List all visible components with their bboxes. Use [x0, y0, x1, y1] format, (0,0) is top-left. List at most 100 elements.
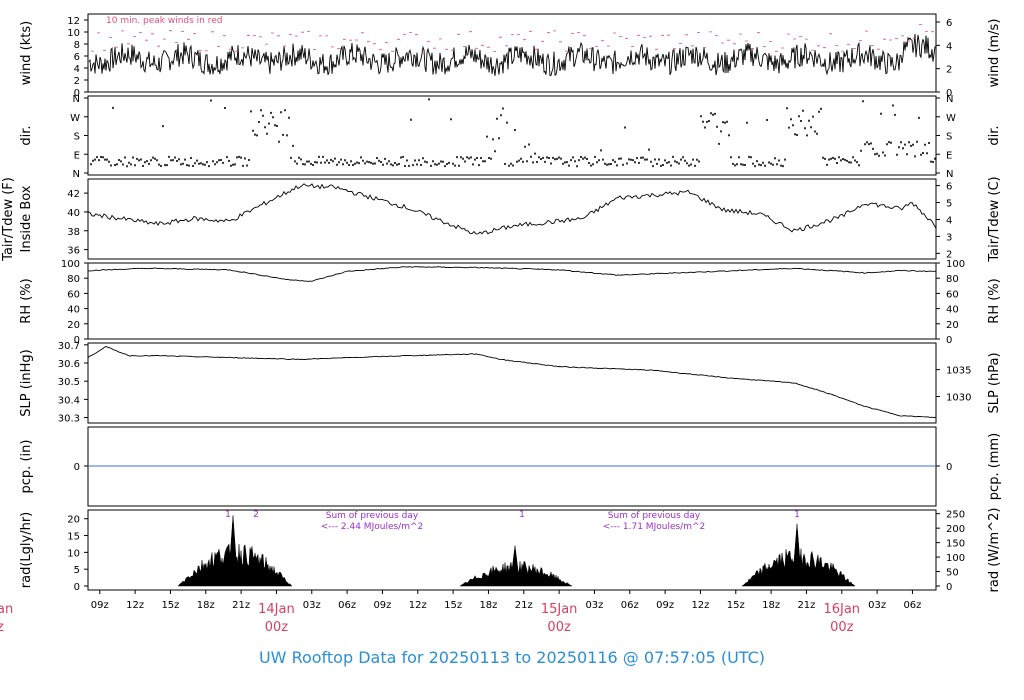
xtick-label: 03z: [585, 600, 603, 611]
ytick-label-r-rh: 100: [946, 259, 965, 270]
ytick-label-r-rad: 100: [946, 553, 965, 564]
ytick-label-r-rh: 80: [946, 274, 959, 285]
ytick-label-r-tair: 4: [946, 215, 952, 226]
ylabel-left-slp: SLP (inHg): [19, 349, 34, 417]
ytick-label-l-rh: 20: [67, 320, 80, 331]
tair-line: [87, 183, 937, 235]
ytick-label-r-rad: 150: [946, 539, 965, 550]
ytick-label-l-pcp: 0: [74, 462, 80, 473]
xtick-label: 06z: [903, 600, 921, 611]
ytick-label-r-rad: 250: [946, 510, 965, 521]
ytick-label-r-wind: 6: [946, 18, 952, 29]
ytick-label-l-dir: W: [70, 113, 80, 124]
slp-line: [87, 346, 937, 418]
ytick-label-r-wind: 0: [946, 88, 952, 99]
ytick-label-l-rad: 0: [74, 582, 80, 593]
xtick-label: 21z: [797, 600, 815, 611]
ytick-label-r-dir: S: [946, 132, 952, 143]
ylabel-right-slp: SLP (hPa): [987, 352, 1002, 413]
ytick-label-r-tair: 5: [946, 199, 952, 210]
ytick-label-l-rh: 40: [67, 305, 80, 316]
ytick-label-r-rad: 200: [946, 524, 965, 535]
ytick-label-r-rh: 0: [946, 335, 952, 346]
ylabel-left-wind: wind (kts): [19, 21, 34, 85]
ylabel-left-dir: dir.: [19, 125, 34, 145]
panel-frame-rh: [87, 262, 937, 340]
ytick-label-r-dir: N: [946, 169, 953, 180]
panel-frame-wind: [87, 13, 937, 93]
ytick-label-l-rad: 20: [67, 515, 80, 526]
ytick-label-r-rad: 0: [946, 582, 952, 593]
rad-area-day-1: [177, 515, 293, 587]
ytick-label-l-rad: 5: [74, 565, 80, 576]
ytick-label-l-slp: 30.6: [58, 359, 80, 370]
day-label-date: 14Jan: [258, 602, 295, 617]
day-label-date: 15Jan: [541, 602, 578, 617]
ytick-label-l-dir: N: [73, 169, 80, 180]
ytick-label-l-rh: 0: [74, 335, 80, 346]
ytick-label-r-rad: 50: [946, 568, 959, 579]
rad-note-line1: Sum of previous day: [608, 511, 701, 521]
ytick-label-r-pcp: 0: [946, 462, 952, 473]
xtick-label: 03z: [303, 600, 321, 611]
ytick-label-l-slp: 30.7: [58, 341, 80, 352]
day-label-hour: 00z: [830, 620, 854, 635]
ylabel-left-pcp: pcp. (in): [19, 440, 34, 494]
ylabel-right-dir: dir.: [987, 125, 1002, 145]
rad-marker: 2: [253, 510, 259, 520]
xtick-label: 09z: [373, 600, 391, 611]
ytick-label-l-wind: 4: [74, 64, 80, 75]
ytick-label-l-slp: 30.5: [58, 377, 80, 388]
ylabel-left-rad: rad(Lgly/hr): [19, 512, 34, 588]
panel-frame-tair: [87, 178, 937, 260]
xtick-label: 21z: [232, 600, 250, 611]
footer-start-date: 20250113: [428, 648, 511, 667]
wind-line: [88, 33, 936, 77]
ytick-label-l-wind: 8: [74, 40, 80, 51]
xtick-label: 18z: [479, 600, 497, 611]
xtick-label: 12z: [409, 600, 427, 611]
ylabel-left2-tair: Inside Box: [19, 185, 34, 252]
ytick-label-r-rh: 60: [946, 289, 959, 300]
day-label-hour: 00z: [265, 620, 289, 635]
xtick-label: 15z: [161, 600, 179, 611]
xtick-label: 09z: [656, 600, 674, 611]
ylabel-right-pcp: pcp. (mm): [987, 433, 1002, 500]
day-label-hour-cut: z: [0, 620, 4, 635]
footer-sep: to: [515, 648, 532, 667]
rad-area-day-3: [741, 523, 856, 587]
ytick-label-r-dir: E: [946, 150, 952, 161]
footer-end-date: 20250116 @ 07:57:05: [536, 648, 716, 667]
ytick-label-l-wind: 0: [74, 88, 80, 99]
day-label-date: 16Jan: [823, 602, 860, 617]
rad-marker: 1: [794, 510, 800, 520]
ytick-label-r-tair: 2: [946, 249, 952, 260]
rad-note-line2: <--- 2.44 MJoules/m^2: [321, 522, 423, 532]
ytick-label-r-rh: 20: [946, 320, 959, 331]
xtick-label: 15z: [727, 600, 745, 611]
footer-tz: (UTC): [720, 648, 766, 667]
ytick-label-r-wind: 4: [946, 41, 952, 52]
xtick-label: 21z: [515, 600, 533, 611]
rad-note-line1: Sum of previous day: [326, 511, 419, 521]
ylabel-right-tair: Tair/Tdew (C): [987, 176, 1002, 262]
ytick-label-l-wind: 2: [74, 76, 80, 87]
ylabel-left-rh: RH (%): [19, 278, 34, 323]
ytick-label-l-rad: 15: [67, 532, 80, 543]
xtick-label: 06z: [621, 600, 639, 611]
xtick-label: 15z: [444, 600, 462, 611]
ytick-label-l-slp: 30.4: [58, 395, 80, 406]
wind-annotation: 10 min. peak winds in red: [106, 16, 223, 26]
ytick-label-r-slp: 1035: [946, 366, 971, 377]
xtick-label: 09z: [91, 600, 109, 611]
ytick-label-l-wind: 10: [67, 28, 80, 39]
ytick-label-r-dir: N: [946, 94, 953, 105]
panel-frame-dir: [87, 95, 937, 176]
ytick-label-r-rh: 40: [946, 305, 959, 316]
ylabel-right-rad: rad (W/m^2): [987, 508, 1002, 593]
xtick-label: 12z: [691, 600, 709, 611]
ytick-label-l-rad: 10: [67, 548, 80, 559]
ytick-label-l-rh: 80: [67, 274, 80, 285]
xtick-label: 18z: [197, 600, 215, 611]
footer-prefix: UW Rooftop Data for: [258, 648, 424, 667]
